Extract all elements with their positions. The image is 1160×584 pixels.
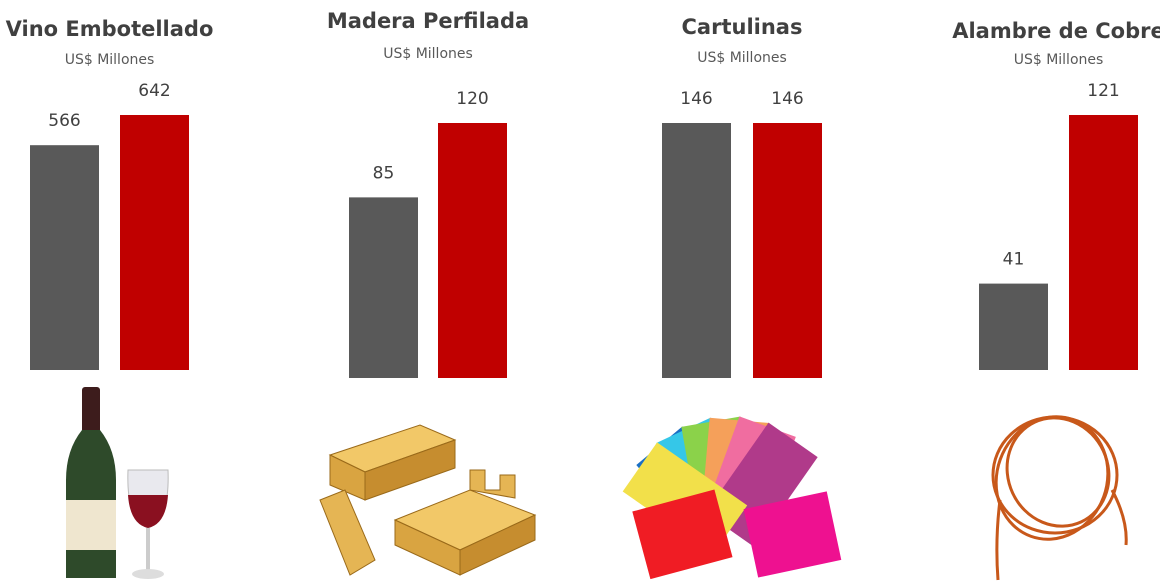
chart-title: Cartulinas bbox=[682, 15, 803, 39]
chart-subtitle: US$ Millones bbox=[1014, 52, 1104, 68]
chart-title: Vino Embotellado bbox=[6, 17, 214, 41]
bar bbox=[662, 123, 731, 378]
wine-illustration bbox=[66, 387, 168, 579]
value-label: 642 bbox=[138, 81, 170, 101]
bar bbox=[1069, 115, 1138, 370]
chart-title: Madera Perfilada bbox=[327, 9, 529, 33]
value-label: 121 bbox=[1087, 81, 1119, 101]
bar bbox=[30, 145, 99, 370]
chart-subtitle: US$ Millones bbox=[383, 46, 473, 62]
bar bbox=[438, 123, 507, 378]
bar bbox=[120, 115, 189, 370]
bar bbox=[349, 197, 418, 378]
value-label: 120 bbox=[456, 89, 488, 109]
chart-title: Alambre de Cobre bbox=[952, 19, 1160, 43]
value-label: 566 bbox=[48, 111, 80, 131]
value-label: 146 bbox=[771, 89, 803, 109]
bar bbox=[753, 123, 822, 378]
chart-subtitle: US$ Millones bbox=[65, 52, 155, 68]
copper-wire-illustration bbox=[979, 401, 1126, 580]
dashboard: Vino Embotellado US$ Millones 566 642 Madera… bbox=[0, 0, 1160, 584]
value-label: 146 bbox=[680, 89, 712, 109]
paper-illustration bbox=[623, 416, 842, 579]
value-label: 41 bbox=[1003, 250, 1025, 270]
wood-illustration bbox=[320, 425, 535, 575]
value-label: 85 bbox=[373, 163, 395, 183]
bar bbox=[979, 284, 1048, 370]
chart-subtitle: US$ Millones bbox=[697, 50, 787, 66]
